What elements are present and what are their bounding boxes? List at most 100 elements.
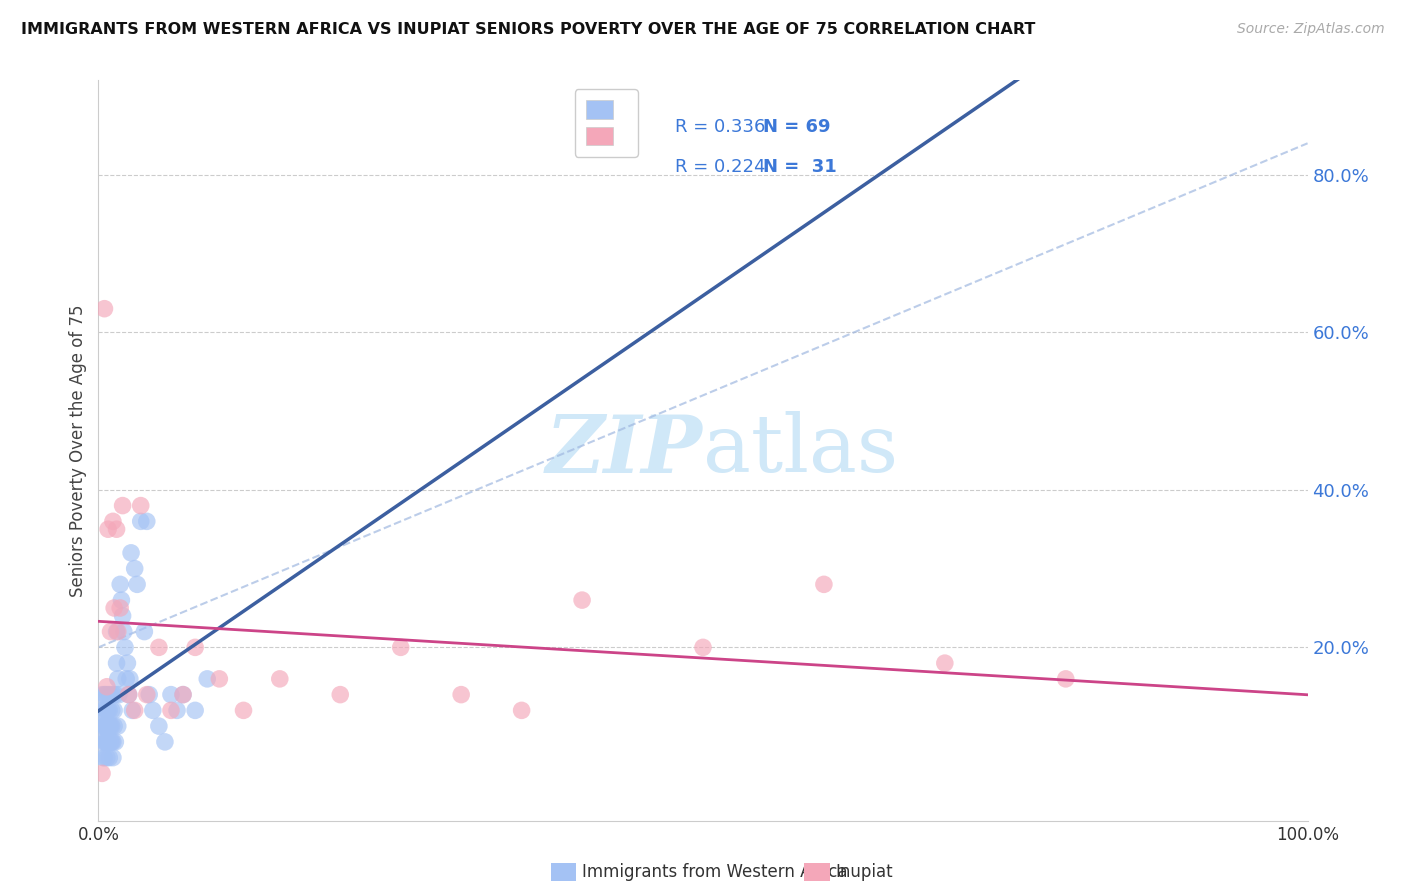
Point: [91, 766, 114, 780]
Point: [96, 750, 118, 764]
Point: [108, 577, 131, 591]
Point: [97, 735, 120, 749]
Point: [91, 703, 114, 717]
Point: [450, 688, 472, 702]
Text: atlas: atlas: [703, 411, 898, 490]
Point: [91, 703, 114, 717]
Point: [934, 656, 956, 670]
Point: [172, 688, 194, 702]
Point: [160, 688, 183, 702]
Point: [329, 688, 352, 702]
Point: [103, 703, 125, 717]
Point: [98, 703, 121, 717]
Point: [184, 703, 207, 717]
Point: [101, 688, 124, 702]
Legend: , : ,: [575, 89, 638, 157]
Text: N = 69: N = 69: [763, 118, 831, 136]
Point: [96, 703, 118, 717]
Point: [111, 608, 134, 623]
Point: [121, 703, 143, 717]
Point: [91, 688, 114, 702]
Point: [93, 735, 115, 749]
Point: [97, 703, 120, 717]
Point: [97, 522, 120, 536]
Point: [117, 656, 139, 670]
Point: [100, 703, 122, 717]
Point: [124, 703, 146, 717]
Point: [93, 750, 115, 764]
Text: R = 0.224: R = 0.224: [675, 158, 765, 176]
Point: [104, 735, 127, 749]
Point: [97, 719, 120, 733]
Point: [93, 688, 115, 702]
Point: [100, 719, 122, 733]
Point: [118, 672, 141, 686]
Point: [269, 672, 291, 686]
Point: [105, 656, 128, 670]
Point: [91, 719, 114, 733]
Point: [172, 688, 194, 702]
Point: [91, 735, 114, 749]
Point: [127, 577, 149, 591]
Point: [166, 703, 188, 717]
Point: [90, 719, 112, 733]
Point: [1054, 672, 1077, 686]
Point: [94, 719, 117, 733]
Point: [101, 735, 124, 749]
Point: [389, 640, 412, 655]
Point: [813, 577, 835, 591]
Point: [153, 735, 176, 749]
Point: [124, 561, 146, 575]
Text: Source: ZipAtlas.com: Source: ZipAtlas.com: [1237, 22, 1385, 37]
Point: [134, 624, 156, 639]
Point: [104, 688, 127, 702]
Point: [120, 546, 142, 560]
Point: [97, 688, 120, 702]
Point: [510, 703, 533, 717]
Point: [148, 719, 170, 733]
Point: [108, 688, 131, 702]
Point: [142, 703, 165, 717]
Point: [105, 522, 128, 536]
Point: [118, 688, 141, 702]
Point: [184, 640, 207, 655]
Point: [96, 735, 118, 749]
Point: [107, 672, 129, 686]
Point: [148, 640, 170, 655]
Point: [100, 735, 122, 749]
Point: [129, 499, 152, 513]
Point: [94, 688, 117, 702]
Text: N =  31: N = 31: [763, 158, 837, 176]
Point: [96, 719, 118, 733]
Point: [93, 719, 115, 733]
Point: [118, 688, 141, 702]
Point: [96, 680, 118, 694]
Text: ZIP: ZIP: [546, 412, 703, 489]
Point: [91, 750, 114, 764]
Point: [692, 640, 714, 655]
Text: R = 0.336: R = 0.336: [675, 118, 765, 136]
Text: IMMIGRANTS FROM WESTERN AFRICA VS INUPIAT SENIORS POVERTY OVER THE AGE OF 75 COR: IMMIGRANTS FROM WESTERN AFRICA VS INUPIA…: [21, 22, 1035, 37]
Point: [101, 514, 124, 528]
Point: [110, 593, 132, 607]
Point: [115, 672, 138, 686]
Point: [100, 624, 122, 639]
Point: [94, 703, 117, 717]
Point: [107, 624, 129, 639]
Point: [98, 750, 121, 764]
Point: [138, 688, 160, 702]
Point: [100, 735, 122, 749]
Point: [98, 719, 121, 733]
Point: [195, 672, 218, 686]
Point: [94, 735, 117, 749]
Point: [571, 593, 593, 607]
Point: [103, 719, 125, 733]
Point: [107, 719, 129, 733]
Point: [232, 703, 254, 717]
Point: [112, 624, 135, 639]
Point: [114, 640, 136, 655]
Point: [93, 301, 115, 316]
Text: Immigrants from Western Africa: Immigrants from Western Africa: [582, 863, 848, 881]
Point: [160, 703, 183, 717]
Point: [103, 601, 125, 615]
